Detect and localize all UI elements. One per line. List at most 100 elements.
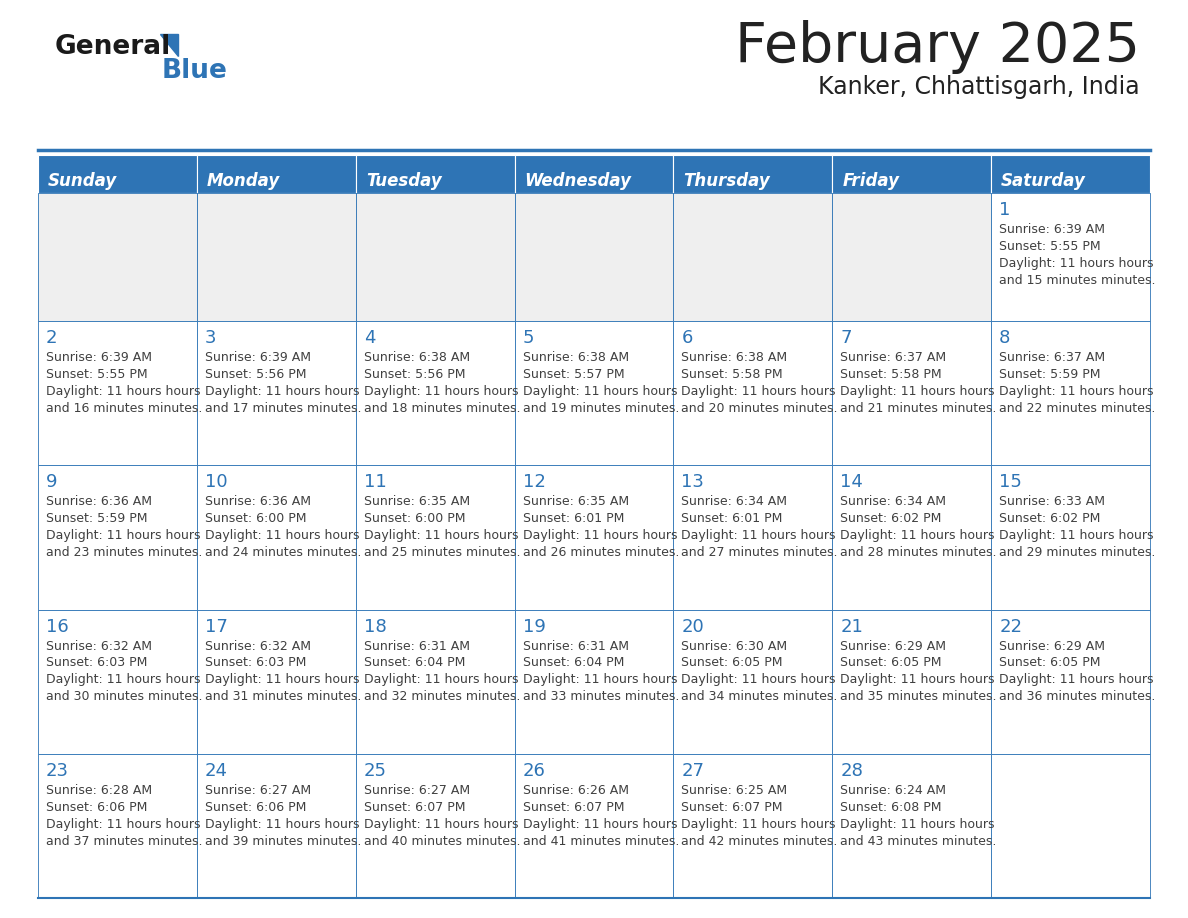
- Text: Sunset: 6:08 PM: Sunset: 6:08 PM: [840, 800, 942, 813]
- Text: Daylight: 11 hours hours: Daylight: 11 hours hours: [523, 674, 677, 687]
- Bar: [833, 321, 991, 465]
- Text: 8: 8: [999, 329, 1011, 347]
- Text: and 31 minutes minutes.: and 31 minutes minutes.: [204, 690, 361, 703]
- Bar: [38, 465, 197, 610]
- Text: Daylight: 11 hours hours: Daylight: 11 hours hours: [46, 530, 201, 543]
- Bar: [833, 610, 991, 754]
- Bar: [833, 193, 991, 321]
- Bar: [197, 155, 355, 193]
- Bar: [38, 754, 197, 898]
- Text: Daylight: 11 hours hours: Daylight: 11 hours hours: [46, 385, 201, 398]
- Text: Sunrise: 6:24 AM: Sunrise: 6:24 AM: [840, 784, 947, 797]
- Text: 19: 19: [523, 618, 545, 635]
- Text: Daylight: 11 hours hours: Daylight: 11 hours hours: [682, 530, 836, 543]
- Text: 17: 17: [204, 618, 228, 635]
- Text: Sunset: 6:01 PM: Sunset: 6:01 PM: [523, 512, 624, 525]
- Text: Sunset: 6:03 PM: Sunset: 6:03 PM: [46, 656, 147, 669]
- Text: 3: 3: [204, 329, 216, 347]
- Text: and 17 minutes minutes.: and 17 minutes minutes.: [204, 402, 361, 415]
- Bar: [514, 193, 674, 321]
- Text: Sunset: 5:55 PM: Sunset: 5:55 PM: [46, 368, 147, 381]
- Text: Sunset: 6:00 PM: Sunset: 6:00 PM: [364, 512, 466, 525]
- Text: 24: 24: [204, 762, 228, 779]
- Bar: [355, 155, 514, 193]
- Text: Sunrise: 6:36 AM: Sunrise: 6:36 AM: [46, 495, 152, 509]
- Text: Sunset: 6:02 PM: Sunset: 6:02 PM: [840, 512, 942, 525]
- Text: Sunset: 6:00 PM: Sunset: 6:00 PM: [204, 512, 307, 525]
- Bar: [991, 754, 1150, 898]
- Text: Monday: Monday: [207, 172, 280, 190]
- Text: Daylight: 11 hours hours: Daylight: 11 hours hours: [364, 818, 518, 831]
- Text: Sunset: 6:06 PM: Sunset: 6:06 PM: [204, 800, 307, 813]
- Text: Sunrise: 6:32 AM: Sunrise: 6:32 AM: [204, 640, 311, 653]
- Text: Sunrise: 6:25 AM: Sunrise: 6:25 AM: [682, 784, 788, 797]
- Text: Tuesday: Tuesday: [366, 172, 442, 190]
- Text: Daylight: 11 hours hours: Daylight: 11 hours hours: [523, 385, 677, 398]
- Text: and 20 minutes minutes.: and 20 minutes minutes.: [682, 402, 838, 415]
- Text: 22: 22: [999, 618, 1022, 635]
- Text: Sunrise: 6:29 AM: Sunrise: 6:29 AM: [840, 640, 947, 653]
- Text: Sunrise: 6:38 AM: Sunrise: 6:38 AM: [682, 351, 788, 364]
- Text: Daylight: 11 hours hours: Daylight: 11 hours hours: [999, 530, 1154, 543]
- Text: Daylight: 11 hours hours: Daylight: 11 hours hours: [364, 674, 518, 687]
- Text: Daylight: 11 hours hours: Daylight: 11 hours hours: [840, 385, 994, 398]
- Text: and 30 minutes minutes.: and 30 minutes minutes.: [46, 690, 202, 703]
- Text: and 23 minutes minutes.: and 23 minutes minutes.: [46, 546, 202, 559]
- Text: Sunset: 5:56 PM: Sunset: 5:56 PM: [364, 368, 466, 381]
- Text: Sunrise: 6:29 AM: Sunrise: 6:29 AM: [999, 640, 1105, 653]
- Text: Sunrise: 6:33 AM: Sunrise: 6:33 AM: [999, 495, 1105, 509]
- Text: and 33 minutes minutes.: and 33 minutes minutes.: [523, 690, 680, 703]
- Text: and 18 minutes minutes.: and 18 minutes minutes.: [364, 402, 520, 415]
- Text: Sunset: 6:07 PM: Sunset: 6:07 PM: [523, 800, 624, 813]
- Bar: [991, 610, 1150, 754]
- Text: and 32 minutes minutes.: and 32 minutes minutes.: [364, 690, 520, 703]
- Text: and 41 minutes minutes.: and 41 minutes minutes.: [523, 834, 680, 847]
- Bar: [514, 610, 674, 754]
- Text: 7: 7: [840, 329, 852, 347]
- Text: 18: 18: [364, 618, 386, 635]
- Text: Sunrise: 6:39 AM: Sunrise: 6:39 AM: [204, 351, 311, 364]
- Bar: [833, 465, 991, 610]
- Text: Daylight: 11 hours hours: Daylight: 11 hours hours: [523, 818, 677, 831]
- Text: Daylight: 11 hours hours: Daylight: 11 hours hours: [46, 818, 201, 831]
- Text: Daylight: 11 hours hours: Daylight: 11 hours hours: [204, 818, 359, 831]
- Bar: [514, 321, 674, 465]
- Text: and 37 minutes minutes.: and 37 minutes minutes.: [46, 834, 202, 847]
- Text: Sunset: 6:04 PM: Sunset: 6:04 PM: [364, 656, 465, 669]
- Text: Daylight: 11 hours hours: Daylight: 11 hours hours: [840, 818, 994, 831]
- Text: and 29 minutes minutes.: and 29 minutes minutes.: [999, 546, 1156, 559]
- Text: 4: 4: [364, 329, 375, 347]
- Text: Sunrise: 6:35 AM: Sunrise: 6:35 AM: [364, 495, 469, 509]
- Text: and 39 minutes minutes.: and 39 minutes minutes.: [204, 834, 361, 847]
- Text: Sunrise: 6:32 AM: Sunrise: 6:32 AM: [46, 640, 152, 653]
- Bar: [514, 465, 674, 610]
- Text: Sunset: 6:02 PM: Sunset: 6:02 PM: [999, 512, 1100, 525]
- Text: 13: 13: [682, 474, 704, 491]
- Text: 14: 14: [840, 474, 864, 491]
- Bar: [197, 754, 355, 898]
- Text: Sunrise: 6:36 AM: Sunrise: 6:36 AM: [204, 495, 311, 509]
- Bar: [197, 465, 355, 610]
- Text: Sunrise: 6:38 AM: Sunrise: 6:38 AM: [523, 351, 628, 364]
- Text: and 22 minutes minutes.: and 22 minutes minutes.: [999, 402, 1156, 415]
- Text: 27: 27: [682, 762, 704, 779]
- Text: Sunrise: 6:37 AM: Sunrise: 6:37 AM: [840, 351, 947, 364]
- Text: Sunset: 6:07 PM: Sunset: 6:07 PM: [364, 800, 466, 813]
- Text: Sunset: 6:05 PM: Sunset: 6:05 PM: [840, 656, 942, 669]
- Text: and 28 minutes minutes.: and 28 minutes minutes.: [840, 546, 997, 559]
- Text: Daylight: 11 hours hours: Daylight: 11 hours hours: [204, 530, 359, 543]
- Bar: [674, 321, 833, 465]
- Bar: [833, 155, 991, 193]
- Text: 1: 1: [999, 201, 1011, 219]
- Text: Daylight: 11 hours hours: Daylight: 11 hours hours: [999, 674, 1154, 687]
- Bar: [674, 193, 833, 321]
- Text: 12: 12: [523, 474, 545, 491]
- Text: Daylight: 11 hours hours: Daylight: 11 hours hours: [364, 530, 518, 543]
- Text: Sunrise: 6:39 AM: Sunrise: 6:39 AM: [46, 351, 152, 364]
- Text: Sunrise: 6:35 AM: Sunrise: 6:35 AM: [523, 495, 628, 509]
- Text: and 24 minutes minutes.: and 24 minutes minutes.: [204, 546, 361, 559]
- Text: and 15 minutes minutes.: and 15 minutes minutes.: [999, 274, 1156, 287]
- Text: Sunrise: 6:34 AM: Sunrise: 6:34 AM: [840, 495, 947, 509]
- Text: General: General: [55, 34, 171, 60]
- Bar: [355, 193, 514, 321]
